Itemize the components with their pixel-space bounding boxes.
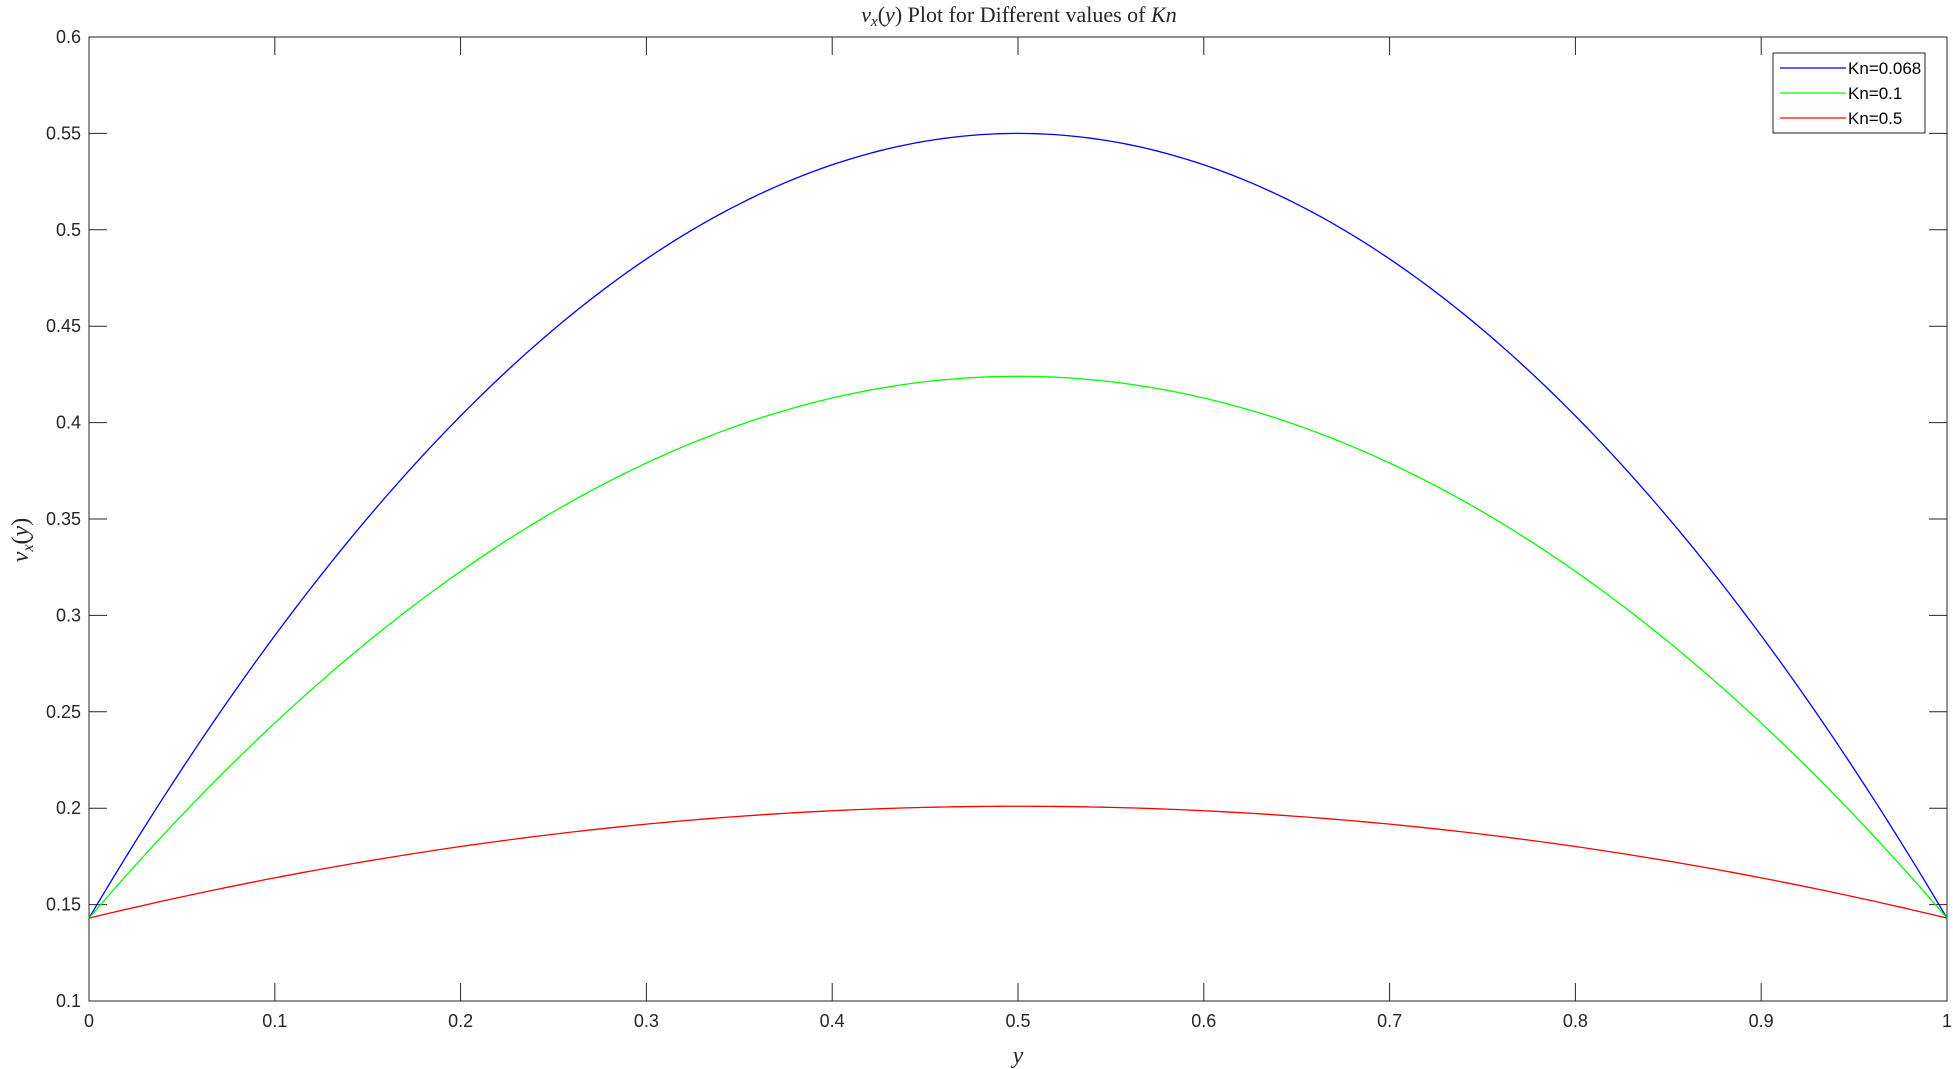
x-tick-label: 0.8	[1563, 1011, 1588, 1031]
legend: Kn=0.068 Kn=0.1 Kn=0.5	[1772, 52, 1926, 134]
x-tick-label: 1	[1942, 1011, 1952, 1031]
x-axis-label: y	[1011, 1043, 1024, 1069]
y-tick-label: 0.5	[56, 220, 81, 240]
x-tick-label: 0.6	[1191, 1011, 1216, 1031]
series-lines	[88, 132, 1948, 919]
y-tick-label: 0.3	[56, 605, 81, 625]
y-axis: 0.1 0.15 0.2 0.25 0.3 0.35 0.4 0.45 0.5 0.55 0.6	[46, 27, 1947, 1011]
y-tick-label: 0.25	[46, 702, 81, 722]
chart-title: vx(y) Plot for Different values of Kn	[861, 2, 1176, 30]
x-tick-label: 0.3	[634, 1011, 659, 1031]
x-tick-label: 0.1	[262, 1011, 287, 1031]
y-tick-label: 0.45	[46, 316, 81, 336]
series-line-2	[88, 805, 1948, 919]
y-axis-label: vx(y)	[8, 518, 37, 562]
y-tick-label: 0.35	[46, 509, 81, 529]
plot-area	[88, 36, 1948, 1002]
legend-label: Kn=0.068	[1848, 59, 1921, 78]
x-tick-label: 0.9	[1749, 1011, 1774, 1031]
series-line-0	[88, 132, 1948, 919]
y-tick-label: 0.4	[56, 413, 81, 433]
y-tick-label: 0.55	[46, 123, 81, 143]
x-tick-label: 0.4	[820, 1011, 845, 1031]
y-tick-label: 0.15	[46, 895, 81, 915]
y-tick-label: 0.1	[56, 991, 81, 1011]
legend-label: Kn=0.5	[1848, 109, 1902, 128]
y-tick-label: 0.6	[56, 27, 81, 47]
x-tick-label: 0.5	[1005, 1011, 1030, 1031]
x-tick-label: 0	[84, 1011, 94, 1031]
x-tick-label: 0.7	[1377, 1011, 1402, 1031]
legend-label: Kn=0.1	[1848, 84, 1902, 103]
series-line-1	[88, 375, 1948, 919]
x-tick-label: 0.2	[448, 1011, 473, 1031]
x-axis: 0 0.1 0.2 0.3 0.4 0.5 0.6 0.7 0.8 0.9 1	[84, 37, 1952, 1031]
y-tick-label: 0.2	[56, 798, 81, 818]
